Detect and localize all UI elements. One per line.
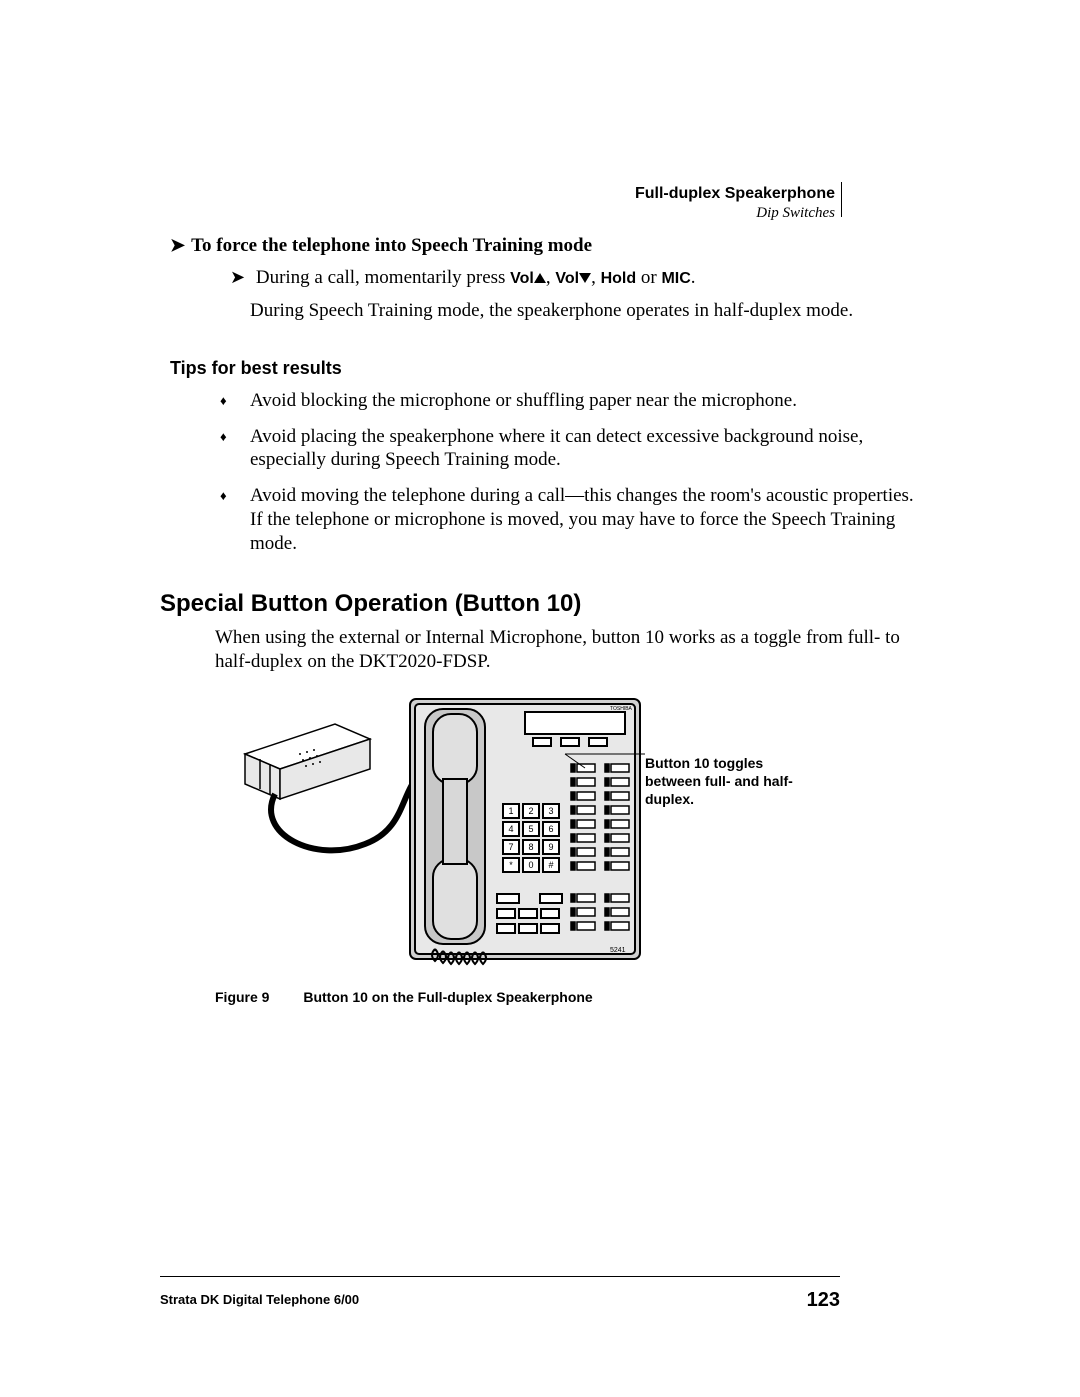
svg-text:4: 4 <box>508 824 513 834</box>
section-heading: Special Button Operation (Button 10) <box>160 590 920 618</box>
tips-heading: Tips for best results <box>170 358 920 379</box>
tips-list: Avoid blocking the microphone or shuffli… <box>220 389 920 556</box>
svg-text:6: 6 <box>548 824 553 834</box>
triangle-up-icon <box>534 273 546 283</box>
header-title: Full-duplex Speakerphone <box>635 185 835 203</box>
svg-text:2: 2 <box>528 806 533 816</box>
page: Full-duplex Speakerphone Dip Switches ➤ T… <box>0 0 1080 1397</box>
svg-text:1: 1 <box>508 806 513 816</box>
svg-text:3: 3 <box>548 806 553 816</box>
page-number: 123 <box>807 1289 840 1312</box>
procedure-step: ➤ During a call, momentarily press Vol, … <box>230 267 920 289</box>
figure-caption: Figure 9 Button 10 on the Full-duplex Sp… <box>215 989 920 1005</box>
svg-text:8: 8 <box>528 842 533 852</box>
step-prefix: During a call, momentarily press <box>256 267 510 288</box>
hold-label: Hold <box>601 270 637 287</box>
phone-illustration: 1 2 3 4 5 6 7 8 9 * 0 # <box>215 694 645 974</box>
vol-up-label: Vol <box>510 270 534 287</box>
triangle-down-icon <box>579 273 591 283</box>
figure-title: Button 10 on the Full-duplex Speakerphon… <box>303 989 592 1005</box>
svg-text:0: 0 <box>528 860 533 870</box>
header-divider <box>841 182 842 217</box>
list-item: Avoid placing the speakerphone where it … <box>220 425 920 473</box>
running-header: Full-duplex Speakerphone Dip Switches <box>635 185 835 222</box>
proc-heading-text: To force the telephone into Speech Train… <box>191 235 592 256</box>
procedure-heading: ➤ To force the telephone into Speech Trai… <box>170 235 920 257</box>
svg-text:#: # <box>548 860 553 870</box>
figure-callout: Button 10 toggles between full- and half… <box>645 754 805 809</box>
arrow-icon: ➤ <box>170 235 185 256</box>
mic-label: MIC <box>661 270 690 287</box>
footer-rule <box>160 1276 840 1277</box>
arrow-icon: ➤ <box>230 267 245 288</box>
section-paragraph: When using the external or Internal Micr… <box>215 626 920 674</box>
or-word: or <box>641 267 662 288</box>
figure-number: Figure 9 <box>215 989 269 1005</box>
figure: 1 2 3 4 5 6 7 8 9 * 0 # <box>215 694 835 974</box>
svg-text:*: * <box>509 860 513 870</box>
list-item: Avoid blocking the microphone or shuffli… <box>220 389 920 413</box>
procedure-result: During Speech Training mode, the speaker… <box>250 299 920 323</box>
figure-id: 5241 <box>610 947 626 954</box>
list-item: Avoid moving the telephone during a call… <box>220 484 920 555</box>
vol-down-label: Vol <box>555 270 579 287</box>
footer-left: Strata DK Digital Telephone 6/00 <box>160 1292 359 1307</box>
svg-text:7: 7 <box>508 842 513 852</box>
brand-label: TOSHIBA <box>610 706 633 712</box>
svg-text:9: 9 <box>548 842 553 852</box>
svg-text:5: 5 <box>528 824 533 834</box>
header-subtitle: Dip Switches <box>635 205 835 222</box>
